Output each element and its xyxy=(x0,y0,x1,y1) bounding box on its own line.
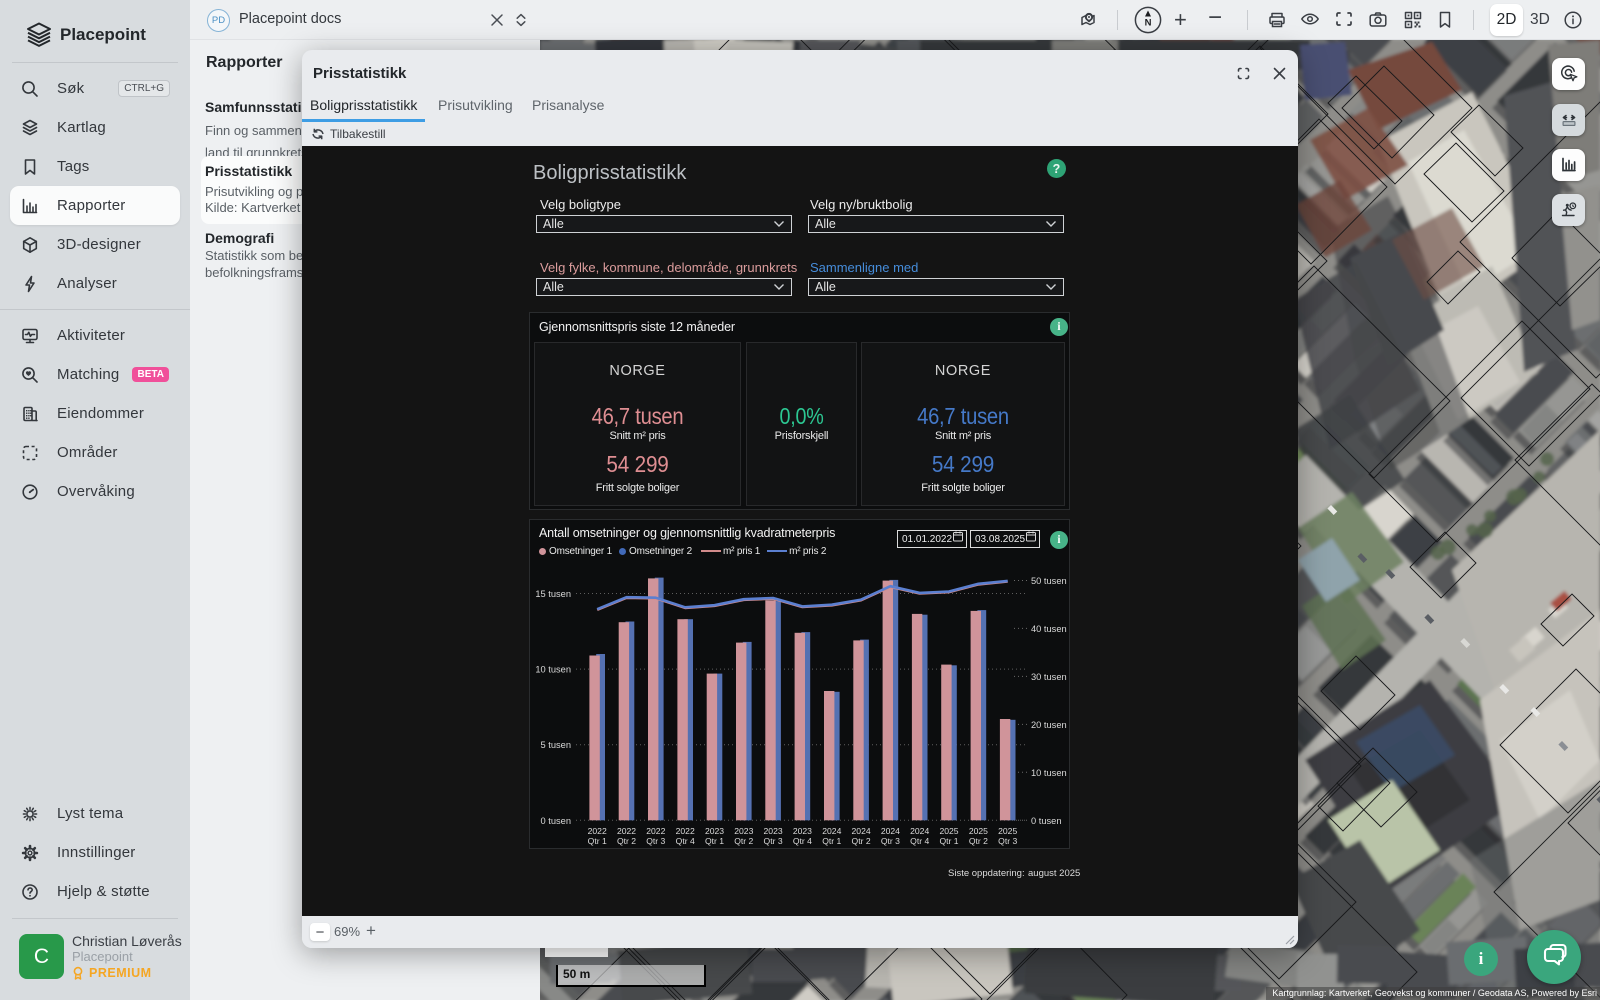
svg-text:2025: 2025 xyxy=(998,826,1017,836)
svg-text:2024: 2024 xyxy=(852,826,871,836)
svg-text:Qtr 3: Qtr 3 xyxy=(998,836,1017,846)
svg-text:50 tusen: 50 tusen xyxy=(1031,576,1067,586)
svg-text:0 tusen: 0 tusen xyxy=(541,816,572,826)
svg-text:Qtr 4: Qtr 4 xyxy=(676,836,695,846)
svg-text:2022: 2022 xyxy=(588,826,607,836)
svg-text:2024: 2024 xyxy=(822,826,841,836)
svg-text:2022: 2022 xyxy=(617,826,636,836)
svg-text:2023: 2023 xyxy=(705,826,724,836)
svg-text:10 tusen: 10 tusen xyxy=(1031,768,1067,778)
svg-text:2024: 2024 xyxy=(910,826,929,836)
svg-text:Qtr 3: Qtr 3 xyxy=(764,836,783,846)
svg-text:2022: 2022 xyxy=(646,826,665,836)
svg-text:5 tusen: 5 tusen xyxy=(541,740,572,750)
svg-text:Qtr 1: Qtr 1 xyxy=(588,836,607,846)
svg-text:Qtr 1: Qtr 1 xyxy=(705,836,724,846)
svg-text:30 tusen: 30 tusen xyxy=(1031,672,1067,682)
svg-text:Qtr 3: Qtr 3 xyxy=(646,836,665,846)
svg-text:20 tusen: 20 tusen xyxy=(1031,720,1067,730)
svg-text:15 tusen: 15 tusen xyxy=(535,589,571,599)
svg-text:Qtr 4: Qtr 4 xyxy=(793,836,812,846)
svg-text:Qtr 1: Qtr 1 xyxy=(822,836,841,846)
svg-text:N: N xyxy=(1145,18,1152,29)
svg-text:Qtr 2: Qtr 2 xyxy=(617,836,636,846)
svg-text:Qtr 3: Qtr 3 xyxy=(881,836,900,846)
svg-text:Qtr 2: Qtr 2 xyxy=(969,836,988,846)
svg-text:2024: 2024 xyxy=(881,826,900,836)
svg-text:10 tusen: 10 tusen xyxy=(535,665,571,675)
svg-text:Qtr 2: Qtr 2 xyxy=(852,836,871,846)
svg-text:0 tusen: 0 tusen xyxy=(1031,816,1062,826)
svg-text:40 tusen: 40 tusen xyxy=(1031,624,1067,634)
svg-text:Qtr 1: Qtr 1 xyxy=(939,836,958,846)
svg-text:2025: 2025 xyxy=(969,826,988,836)
svg-text:2023: 2023 xyxy=(764,826,783,836)
svg-text:2022: 2022 xyxy=(676,826,695,836)
svg-text:Qtr 4: Qtr 4 xyxy=(910,836,929,846)
svg-text:2023: 2023 xyxy=(793,826,812,836)
svg-text:2023: 2023 xyxy=(734,826,753,836)
svg-text:2025: 2025 xyxy=(939,826,958,836)
svg-text:Qtr 2: Qtr 2 xyxy=(734,836,753,846)
